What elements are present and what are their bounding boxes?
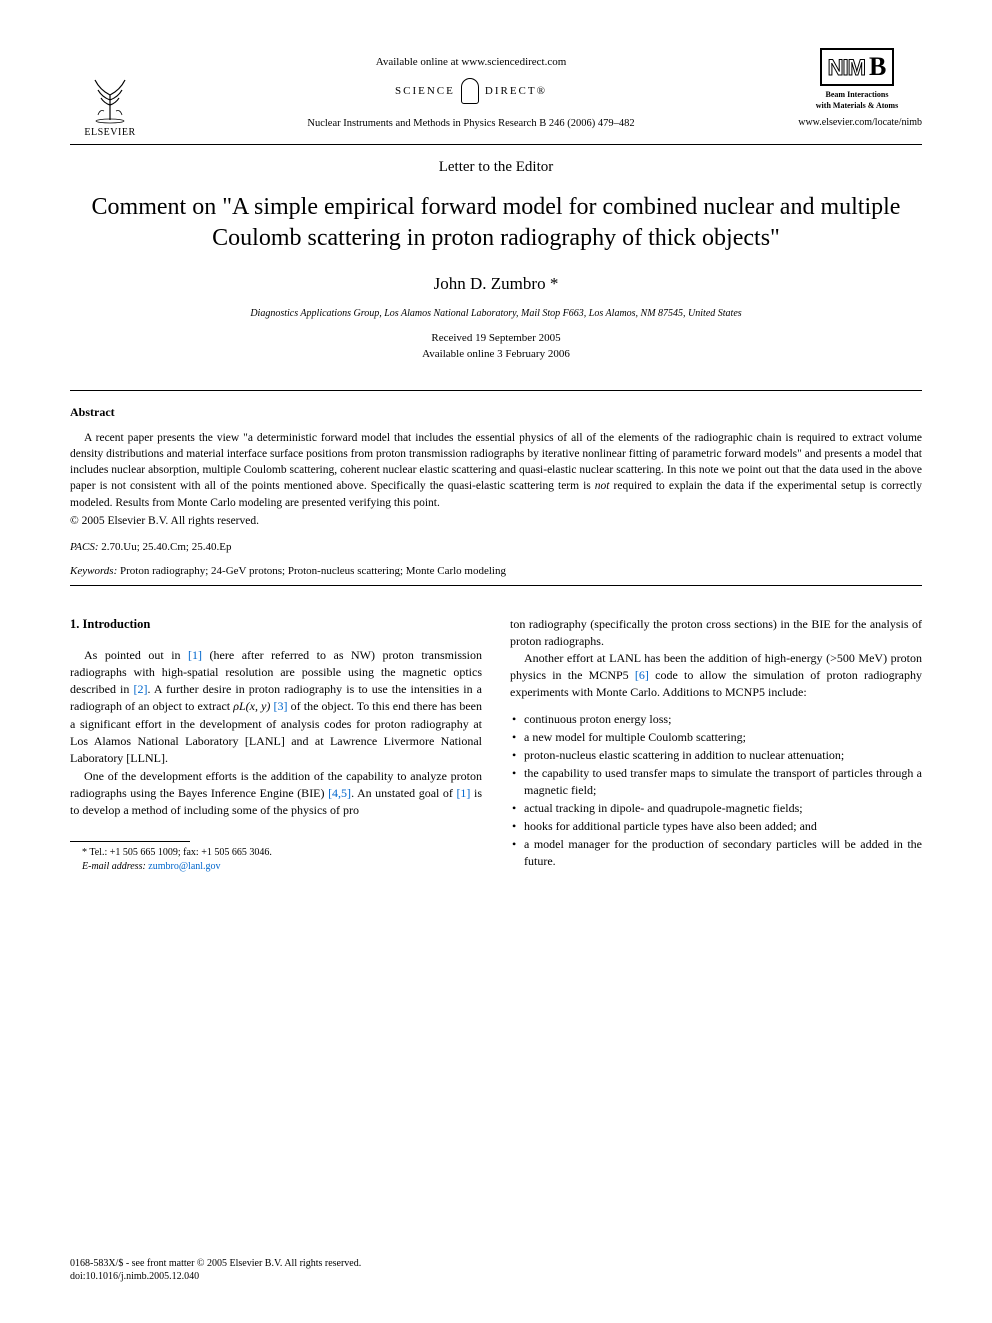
journal-reference: Nuclear Instruments and Methods in Physi… — [150, 118, 792, 129]
header-row: ELSEVIER Available online at www.science… — [70, 48, 922, 138]
intro-para-2: One of the development efforts is the ad… — [70, 768, 482, 819]
copyright-line: © 2005 Elsevier B.V. All rights reserved… — [70, 515, 922, 527]
sd-left: SCIENCE — [395, 85, 455, 97]
article-type: Letter to the Editor — [70, 159, 922, 176]
footnote-rule — [70, 841, 190, 842]
pacs-label: PACS: — [70, 541, 99, 553]
body-columns: 1. Introduction As pointed out in [1] (h… — [70, 616, 922, 874]
center-header: Available online at www.sciencedirect.co… — [150, 48, 792, 129]
author-affiliation: Diagnostics Applications Group, Los Alam… — [70, 308, 922, 319]
ref-6-link[interactable]: [6] — [635, 668, 649, 682]
article-dates: Received 19 September 2005 Available onl… — [70, 331, 922, 362]
col2-continuation: ton radiography (specifically the proton… — [510, 616, 922, 650]
list-item: proton-nucleus elastic scattering in add… — [510, 747, 922, 764]
ref-2-link[interactable]: [2] — [133, 682, 147, 696]
nim-subtitle-1: Beam Interactions — [792, 91, 922, 100]
right-column: ton radiography (specifically the proton… — [510, 616, 922, 874]
email-label: E-mail address: — [82, 861, 146, 872]
footer-copyright: 0168-583X/$ - see front matter © 2005 El… — [70, 1257, 361, 1270]
elsevier-label: ELSEVIER — [84, 127, 135, 138]
keywords-values: Proton radiography; 24-GeV protons; Prot… — [120, 565, 506, 577]
nim-logo: NIMB Beam Interactions with Materials & … — [792, 48, 922, 128]
list-item: a model manager for the production of se… — [510, 836, 922, 870]
list-item: a new model for multiple Coulomb scatter… — [510, 729, 922, 746]
footnote-block: * Tel.: +1 505 665 1009; fax: +1 505 665… — [70, 846, 482, 874]
nim-subtitle-2: with Materials & Atoms — [792, 102, 922, 111]
ref-1b-link[interactable]: [1] — [456, 786, 470, 800]
footer-doi: doi:10.1016/j.nimb.2005.12.040 — [70, 1270, 361, 1283]
nim-box: NIMB — [820, 48, 895, 86]
left-column: 1. Introduction As pointed out in [1] (h… — [70, 616, 482, 874]
locate-url: www.elsevier.com/locate/nimb — [792, 117, 922, 128]
abstract-body: A recent paper presents the view "a dete… — [70, 430, 922, 510]
list-item: hooks for additional particle types have… — [510, 818, 922, 835]
keywords-line: Keywords: Proton radiography; 24-GeV pro… — [70, 565, 922, 577]
rho-expr: ρL(x, y) — [233, 699, 270, 713]
footnote-email-line: E-mail address: zumbro@lanl.gov — [70, 860, 482, 874]
nim-letters: NIM — [828, 55, 865, 80]
sd-icon — [461, 78, 479, 104]
received-date: Received 19 September 2005 — [70, 331, 922, 346]
email-link[interactable]: zumbro@lanl.gov — [148, 861, 220, 872]
elsevier-tree-icon — [80, 65, 140, 125]
mcnp5-additions-list: continuous proton energy loss; a new mod… — [510, 711, 922, 870]
page-footer: 0168-583X/$ - see front matter © 2005 El… — [70, 1257, 361, 1283]
footnote-tel: * Tel.: +1 505 665 1009; fax: +1 505 665… — [70, 846, 482, 860]
pacs-codes: 2.70.Uu; 25.40.Cm; 25.40.Ep — [101, 541, 231, 553]
header-rule — [70, 144, 922, 145]
abstract-text: A recent paper presents the view "a dete… — [70, 430, 922, 510]
ref-1-link[interactable]: [1] — [188, 648, 202, 662]
abstract-rule-top — [70, 390, 922, 391]
section-1-heading: 1. Introduction — [70, 616, 482, 634]
intro-para-1: As pointed out in [1] (here after referr… — [70, 647, 482, 766]
abstract-heading: Abstract — [70, 405, 922, 420]
sd-right: DIRECT® — [485, 85, 547, 97]
p1-a: As pointed out in — [84, 648, 188, 662]
list-item: the capability to used transfer maps to … — [510, 765, 922, 799]
col2-para-2: Another effort at LANL has been the addi… — [510, 650, 922, 701]
list-item: actual tracking in dipole- and quadrupol… — [510, 800, 922, 817]
article-title: Comment on "A simple empirical forward m… — [90, 192, 902, 254]
pacs-line: PACS: 2.70.Uu; 25.40.Cm; 25.40.Ep — [70, 541, 922, 553]
available-online-text: Available online at www.sciencedirect.co… — [150, 56, 792, 68]
keywords-label: Keywords: — [70, 565, 117, 577]
author-name: John D. Zumbro * — [70, 274, 922, 294]
p2-b: . An unstated goal of — [351, 786, 456, 800]
ref-3-link[interactable]: [3] — [274, 699, 288, 713]
list-item: continuous proton energy loss; — [510, 711, 922, 728]
elsevier-logo: ELSEVIER — [70, 48, 150, 138]
science-direct-logo: SCIENCE DIRECT® — [395, 78, 547, 104]
online-date: Available online 3 February 2006 — [70, 347, 922, 362]
ref-45-link[interactable]: [4,5] — [328, 786, 351, 800]
nim-b: B — [869, 52, 886, 81]
abstract-rule-bottom — [70, 585, 922, 586]
